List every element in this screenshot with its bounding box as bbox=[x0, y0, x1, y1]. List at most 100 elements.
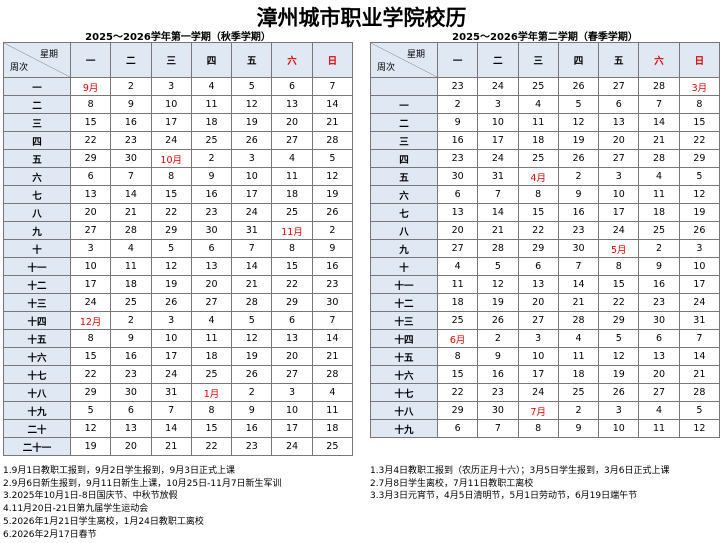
date: 7 bbox=[110, 167, 152, 186]
date: 8 bbox=[598, 257, 640, 276]
date: 11 bbox=[638, 419, 680, 438]
date: 4 bbox=[190, 311, 233, 330]
date: 10 bbox=[598, 419, 640, 438]
week-row: 十八 29 30 31 1月 2 3 4 bbox=[3, 383, 354, 402]
weekday: 日 bbox=[311, 42, 354, 78]
week-row: 十四 12月 2 3 4 5 6 7 bbox=[3, 311, 354, 330]
date: 23 bbox=[190, 203, 233, 222]
date: 11 bbox=[557, 347, 600, 366]
date: 20 bbox=[110, 437, 152, 456]
week-row: 九 27 28 29 30 5月 2 3 bbox=[370, 239, 721, 258]
date: 30 bbox=[110, 383, 152, 402]
weekday: 五 bbox=[598, 42, 640, 78]
semester-subtitle: 2025～2026学年第一学期（秋季学期） bbox=[85, 32, 271, 43]
date: 5 bbox=[678, 401, 721, 420]
date: 14 bbox=[231, 257, 273, 276]
title: 漳州城市职业学院校历 bbox=[256, 6, 467, 30]
date: 10 bbox=[517, 347, 559, 366]
month-start: 4月 bbox=[517, 167, 559, 186]
date: 21 bbox=[110, 203, 152, 222]
note: 1.3月4日教职工报到（农历正月十六）；3月5日学生报到，3月6日正式上课 bbox=[370, 466, 670, 476]
week-row: 十九 6 7 8 9 10 11 12 bbox=[370, 419, 721, 438]
week-number: 十八 bbox=[3, 383, 71, 402]
date: 11 bbox=[436, 275, 479, 294]
week-number: 十七 bbox=[370, 383, 438, 402]
weekday: 三 bbox=[517, 42, 559, 78]
date: 16 bbox=[231, 419, 273, 438]
date: 14 bbox=[678, 347, 721, 366]
date: 24 bbox=[150, 365, 192, 384]
date: 27 bbox=[598, 149, 640, 168]
week-number: 十一 bbox=[370, 275, 438, 294]
date: 12 bbox=[150, 257, 192, 276]
date: 18 bbox=[557, 365, 600, 384]
week-number: 二 bbox=[3, 95, 71, 114]
corner-week: 周次 bbox=[377, 63, 396, 73]
week-number: 九 bbox=[3, 221, 71, 240]
date: 12 bbox=[678, 419, 721, 438]
date: 23 bbox=[638, 293, 680, 312]
date: 10 bbox=[598, 185, 640, 204]
week-number: 十三 bbox=[370, 311, 438, 330]
weekday: 一 bbox=[69, 42, 112, 78]
week-number: 七 bbox=[370, 203, 438, 222]
date: 7 bbox=[311, 77, 354, 96]
date: 5 bbox=[477, 257, 519, 276]
date: 20 bbox=[69, 203, 112, 222]
month-start: 1月 bbox=[190, 383, 233, 402]
weekday: 四 bbox=[557, 42, 600, 78]
date: 17 bbox=[150, 347, 192, 366]
date: 24 bbox=[69, 293, 112, 312]
date: 19 bbox=[477, 293, 519, 312]
date: 6 bbox=[190, 239, 233, 258]
date: 19 bbox=[231, 347, 273, 366]
note: 5.2026年1月21日学生离校，1月24日教职工离校 bbox=[3, 516, 204, 527]
date: 28 bbox=[311, 365, 354, 384]
date: 3 bbox=[598, 401, 640, 420]
date: 2 bbox=[557, 167, 600, 186]
week-row: 十六 15 16 17 18 19 20 21 bbox=[3, 347, 354, 366]
date: 14 bbox=[477, 203, 519, 222]
date: 9 bbox=[557, 185, 600, 204]
date: 8 bbox=[517, 419, 559, 438]
date: 8 bbox=[436, 347, 479, 366]
date: 21 bbox=[150, 437, 192, 456]
date: 25 bbox=[517, 149, 559, 168]
week-row: 五 29 30 10月 2 3 4 5 bbox=[3, 149, 354, 168]
week-row: 十四 6月 2 3 4 5 6 7 bbox=[370, 329, 721, 348]
date: 3 bbox=[271, 383, 313, 402]
date: 24 bbox=[598, 221, 640, 240]
date: 22 bbox=[678, 131, 721, 150]
date: 21 bbox=[557, 293, 600, 312]
date: 29 bbox=[678, 149, 721, 168]
date: 12 bbox=[557, 113, 600, 132]
date: 8 bbox=[150, 167, 192, 186]
date: 9 bbox=[557, 419, 600, 438]
week-row: 二十一 19 20 21 22 23 24 25 bbox=[3, 437, 354, 456]
date: 27 bbox=[598, 77, 640, 96]
date: 16 bbox=[557, 203, 600, 222]
date: 15 bbox=[517, 203, 559, 222]
date: 18 bbox=[436, 293, 479, 312]
date: 5 bbox=[678, 167, 721, 186]
month-start: 9月 bbox=[69, 77, 112, 96]
note: 4.11月20日-21日第九届学生运动会 bbox=[3, 504, 149, 515]
date: 21 bbox=[311, 113, 354, 132]
date: 15 bbox=[436, 365, 479, 384]
date: 22 bbox=[436, 383, 479, 402]
date: 3 bbox=[598, 167, 640, 186]
date: 14 bbox=[557, 275, 600, 294]
date: 26 bbox=[231, 131, 273, 150]
date: 2 bbox=[477, 329, 519, 348]
week-row: 十三 25 26 27 28 29 30 31 bbox=[370, 311, 721, 330]
calendar-table: 星期 周次一二三四五六日一 9月 2 3 4 5 6 7 二 8 9 10 11 12 13 14 三 15 16 17… bbox=[3, 42, 354, 456]
date: 6 bbox=[271, 77, 313, 96]
date: 12 bbox=[477, 275, 519, 294]
date: 9 bbox=[110, 329, 152, 348]
date: 28 bbox=[477, 239, 519, 258]
date: 31 bbox=[150, 383, 192, 402]
notes: 1.9月1日教职工报到，9月2日学生报到，9月3日正式上课 2.9月6日新生报到，… bbox=[3, 465, 282, 541]
week-number: 十九 bbox=[3, 401, 71, 420]
date: 2 bbox=[311, 221, 354, 240]
date: 25 bbox=[190, 365, 233, 384]
